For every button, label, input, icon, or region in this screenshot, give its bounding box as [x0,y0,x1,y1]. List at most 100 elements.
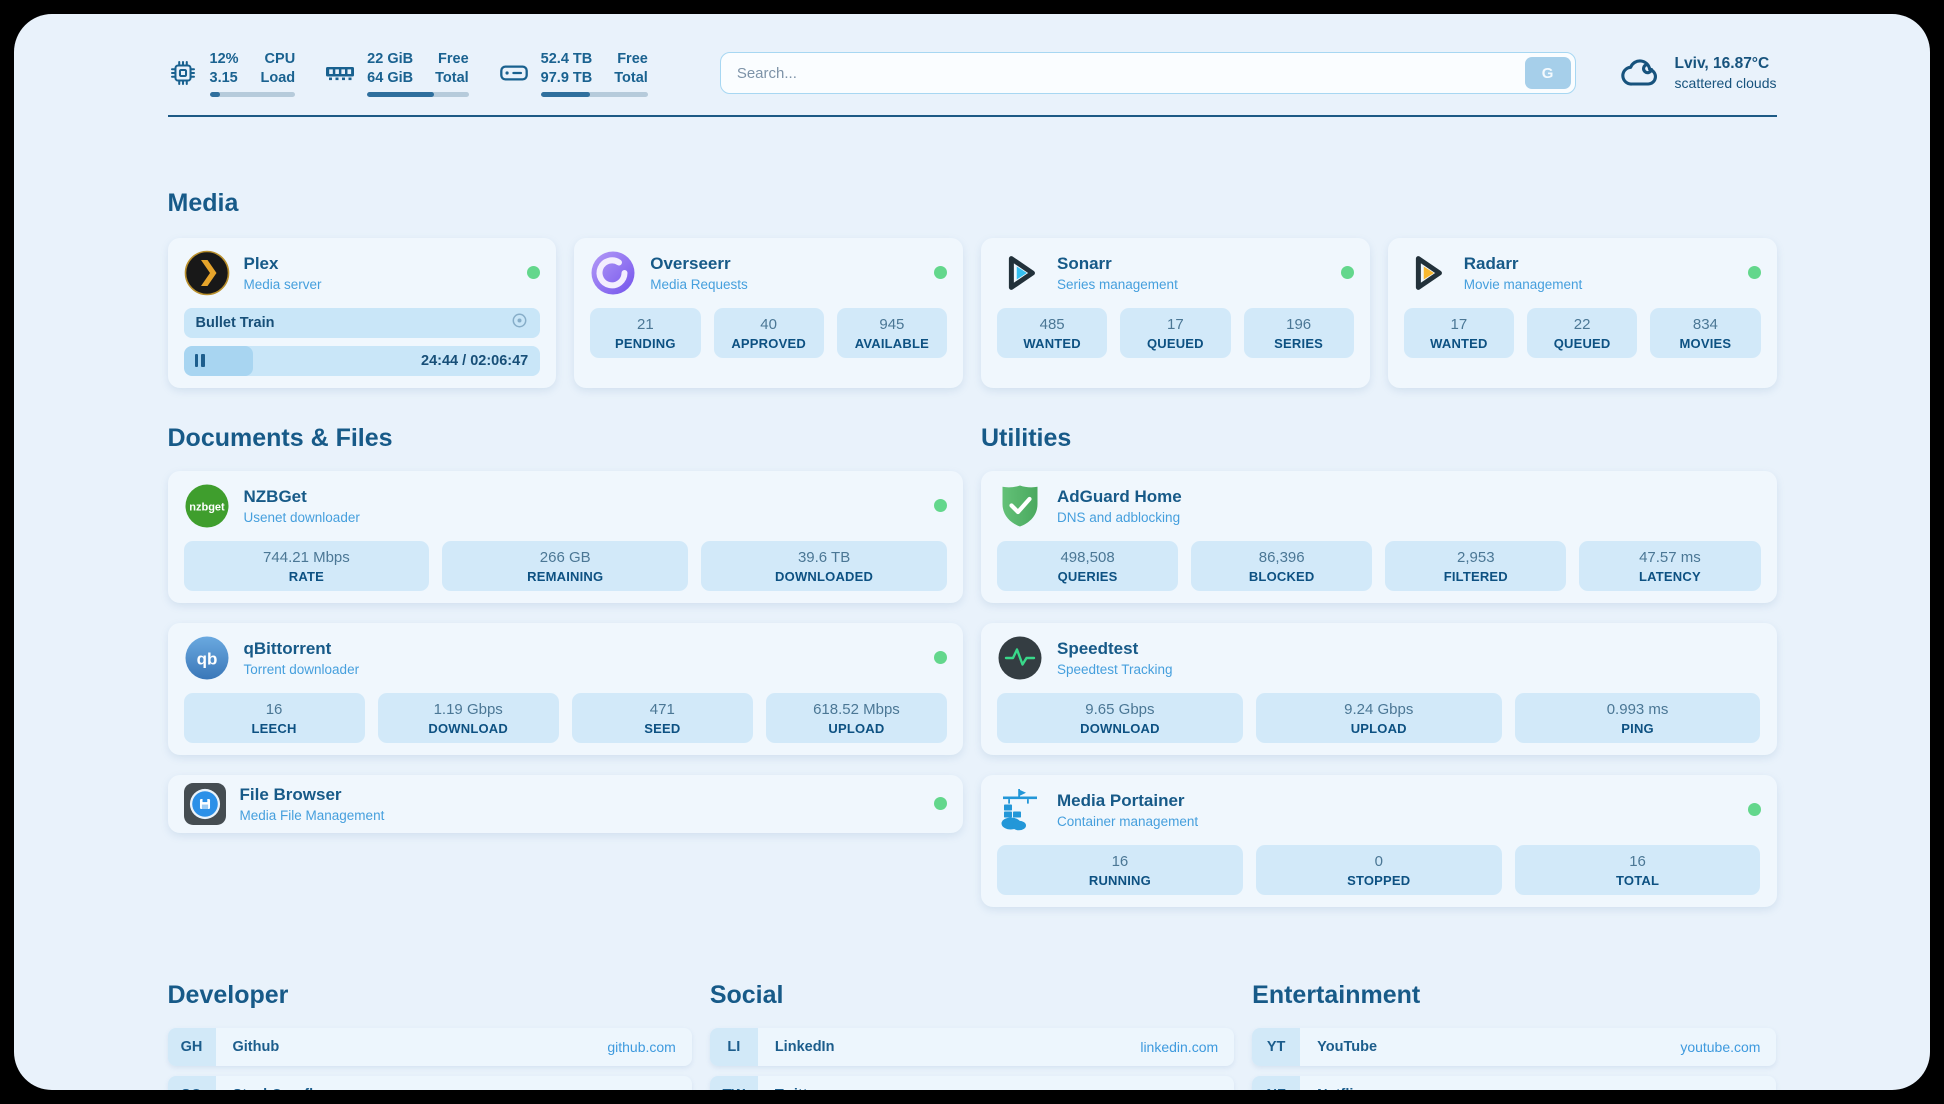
adguard-icon [997,483,1043,529]
stat-tile: 40 APPROVED [713,307,824,358]
app-card-media-portainer[interactable]: Media Portainer Container management 16 … [981,774,1777,907]
radarr-icon [1404,250,1450,296]
bookmark-name: LinkedIn [774,1038,835,1055]
sonarr-icon [997,250,1043,296]
bookmark-github[interactable]: GH Github github.com [167,1027,692,1066]
bookmark-url: twitter.com [1151,1076,1234,1090]
stat-tile: 266 GB REMAINING [442,540,689,591]
online-status-dot [934,499,947,513]
bookmark-netflix[interactable]: NF Netflix netflix.com [1252,1075,1777,1090]
app-card-adguard-home[interactable]: AdGuard Home DNS and adblocking 498,508 … [981,470,1777,603]
app-description: Speedtest Tracking [1057,661,1173,677]
app-name: Speedtest [1057,638,1139,658]
weather-widget: Lviv, 16.87°C scattered clouds [1618,51,1777,95]
cpu-progress-bar [209,91,296,97]
bookmark-linkedin[interactable]: LI LinkedIn linkedin.com [709,1027,1235,1066]
pause-icon[interactable] [194,346,205,376]
stat-tile: 9.65 Gbps DOWNLOAD [997,692,1243,743]
stat-tile: 9.24 Gbps UPLOAD [1255,692,1502,743]
app-description: Torrent downloader [243,661,360,677]
bookmark-youtube[interactable]: YT YouTube youtube.com [1252,1027,1777,1066]
documents-column: Documents & Files nzbget NZBGet Usenet d [167,424,963,927]
media-grid: Plex Media server Bullet Train [167,237,1777,388]
bookmark-abbr: GH [167,1027,216,1066]
ram-free: 22 GiB [367,51,414,67]
bookmark-abbr: TW [709,1075,758,1090]
stat-tile: 618.52 Mbps UPLOAD [765,692,947,743]
search-bar: G [719,52,1576,95]
now-playing-title-row: Bullet Train [183,307,541,338]
bookmark-name: Twitter [758,1076,1151,1090]
stat-tile: 834 MOVIES [1650,307,1761,358]
app-card-filebrowser[interactable]: File Browser Media File Management [167,774,963,833]
qbittorrent-icon: qb [184,635,230,681]
disk-label-1: Free [617,51,648,67]
bookmark-abbr: YT [1252,1027,1301,1066]
stat-tile: 21 PENDING [590,307,701,358]
cpu-label-1: CPU [264,51,296,67]
ram-progress-bar [367,91,469,97]
stat-tile: 22 QUEUED [1527,307,1638,358]
online-status-dot [934,266,947,280]
plex-icon [184,250,230,296]
section-title-media: Media [167,188,239,217]
bookmark-url: youtube.com [1680,1038,1761,1055]
app-name: Radarr [1463,253,1519,273]
app-card-radarr[interactable]: Radarr Movie management 17 WANTED 22 QUE… [1387,237,1777,388]
google-search-button[interactable]: G [1524,57,1571,90]
app-description: Container management [1057,813,1199,829]
stat-tile: 498,508 QUERIES [997,540,1179,591]
section-title-utilities: Utilities [981,423,1072,452]
bookmark-name: Github [232,1038,280,1055]
bookmark-url: github.com [607,1038,676,1055]
bookmark-url: netflix.com [1694,1076,1777,1090]
stat-tile: 0 STOPPED [1255,844,1502,895]
app-name: Overseerr [650,253,731,273]
app-name: NZBGet [243,486,307,506]
svg-text:qb: qb [196,649,217,668]
app-card-plex[interactable]: Plex Media server Bullet Train [167,237,557,388]
online-status-dot [1340,266,1354,280]
stat-tile: 945 AVAILABLE [836,307,947,358]
stat-tile: 16 RUNNING [997,844,1243,895]
ram-total: 64 GiB [367,69,414,86]
app-card-qbittorrent[interactable]: qb qBittorrent Torrent downloader 16 LEE… [167,622,963,755]
app-card-sonarr[interactable]: Sonarr Series management 485 WANTED 17 Q… [981,237,1370,388]
app-name: qBittorrent [243,638,332,658]
bookmark-abbr: LI [709,1027,758,1066]
app-name: Plex [243,253,279,273]
app-description: DNS and adblocking [1057,509,1181,525]
speedtest-icon [997,635,1043,681]
cpu-percent: 12% [209,51,239,67]
stat-tile: 16 TOTAL [1514,844,1761,895]
now-playing-title: Bullet Train [195,314,275,331]
stat-tile: 86,396 BLOCKED [1191,540,1373,591]
bookmark-twitter[interactable]: TW Twitter twitter.com [709,1075,1235,1090]
disk-free: 52.4 TB [540,51,593,67]
app-card-speedtest[interactable]: Speedtest Speedtest Tracking 9.65 Gbps D… [981,622,1777,755]
app-description: Series management [1057,276,1178,292]
online-status-dot [527,266,541,280]
stat-tile: 0.993 ms PING [1514,692,1761,743]
playback-time: 24:44 / 02:06:47 [421,352,529,369]
cast-icon [511,312,528,333]
section-title-entertainment: Entertainment [1252,980,1421,1009]
stat-tile: 196 SERIES [1243,307,1354,358]
ram-label-2: Total [435,69,469,86]
stat-tile: 17 WANTED [1403,307,1514,358]
memory-stats: 22 GiB Free 64 GiB Total [325,50,469,97]
app-description: Media Requests [650,276,748,292]
bookmark-name: StackOverflow [216,1076,562,1090]
top-bar: 12% CPU 3.15 Load [168,50,1777,97]
bookmark-stackoverflow[interactable]: SO StackOverflow stackoverflow.com [167,1075,692,1090]
app-card-overseerr[interactable]: Overseerr Media Requests 21 PENDING 40 A… [574,237,963,388]
search-input[interactable] [719,52,1576,95]
app-card-nzbget[interactable]: nzbget NZBGet Usenet downloader 744.21 M… [167,470,963,603]
cpu-loadavg: 3.15 [209,69,238,86]
svg-text:nzbget: nzbget [189,501,225,513]
playback-progress-bar: 24:44 / 02:06:47 [183,345,541,376]
bookmark-url: linkedin.com [1140,1038,1219,1055]
online-status-dot [934,651,947,665]
disk-stats: 52.4 TB Free 97.9 TB Total [499,50,648,97]
app-description: Movie management [1463,276,1583,292]
